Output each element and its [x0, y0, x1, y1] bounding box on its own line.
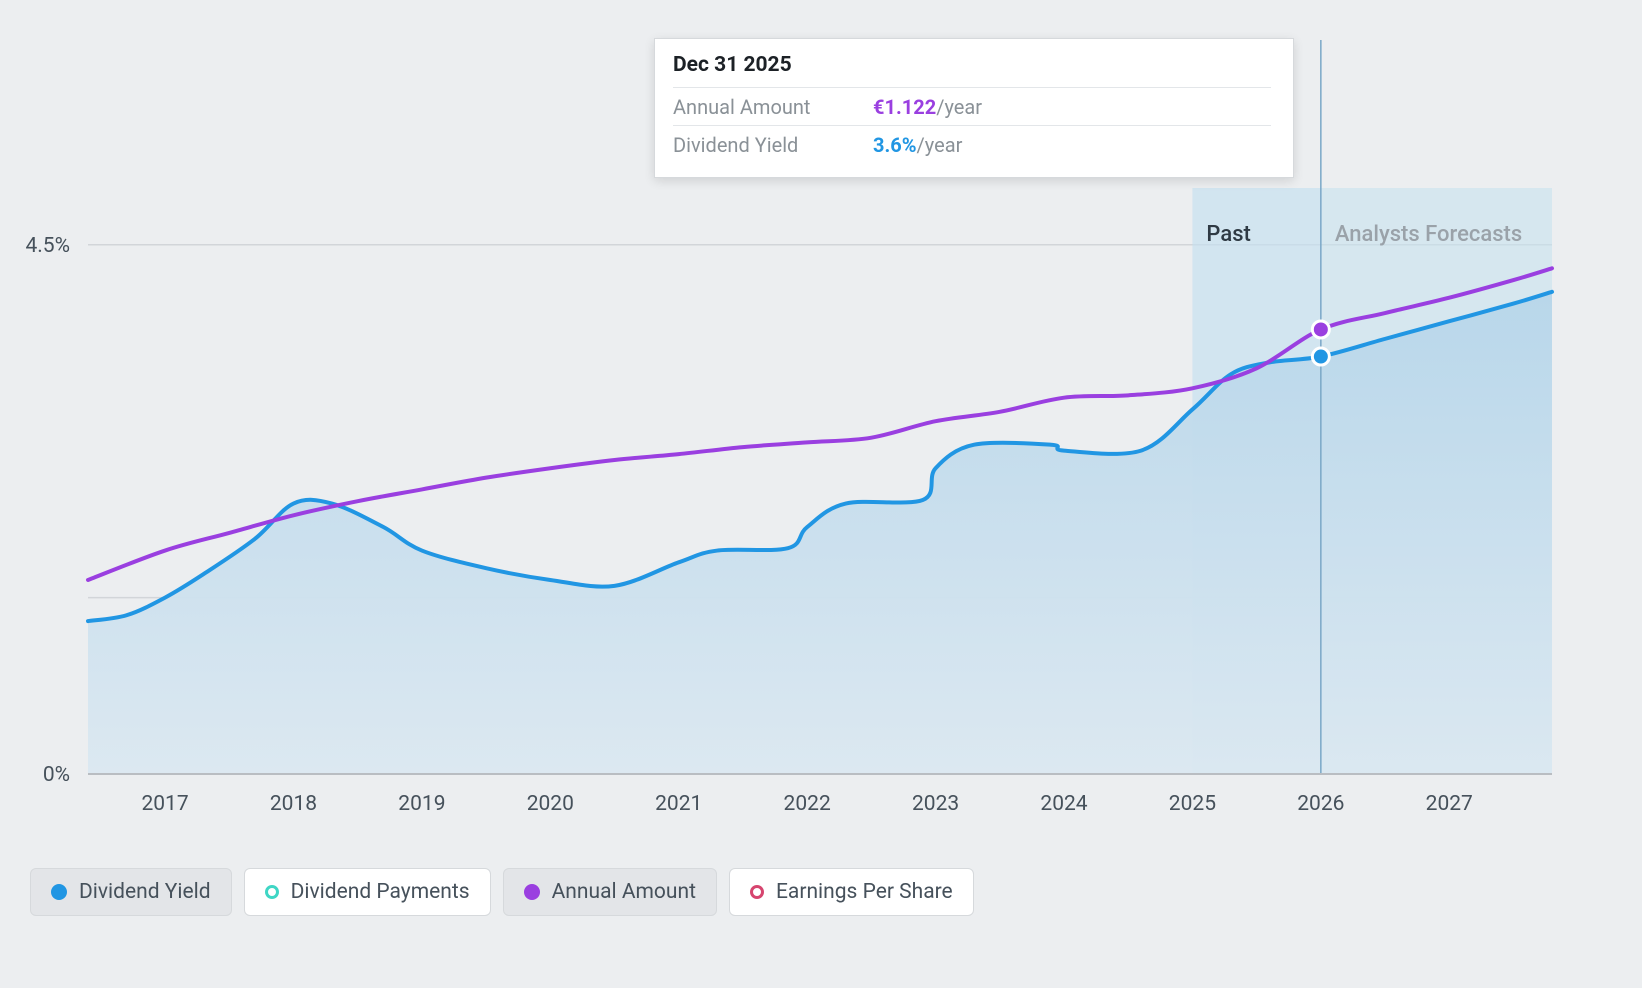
tooltip-row-label: Annual Amount	[673, 95, 873, 119]
svg-text:2023: 2023	[912, 792, 959, 816]
tooltip-row: Annual Amount€1.122/year	[673, 87, 1271, 125]
past-region-label: Past	[1206, 222, 1250, 247]
tooltip-title: Dec 31 2025	[673, 53, 1271, 87]
svg-text:2026: 2026	[1297, 792, 1344, 816]
legend-item-label: Dividend Payments	[291, 880, 470, 904]
legend-ring-icon	[750, 885, 764, 899]
legend-item-dividend_payments[interactable]: Dividend Payments	[244, 868, 491, 916]
legend-item-dividend_yield[interactable]: Dividend Yield	[30, 868, 232, 916]
svg-text:2020: 2020	[527, 792, 574, 816]
legend-item-annual_amount[interactable]: Annual Amount	[503, 868, 717, 916]
svg-text:2022: 2022	[784, 792, 831, 816]
chart-tooltip: Dec 31 2025 Annual Amount€1.122/yearDivi…	[654, 38, 1294, 178]
svg-text:2027: 2027	[1426, 792, 1473, 816]
legend-dot-icon	[524, 884, 540, 900]
svg-text:2024: 2024	[1040, 792, 1087, 816]
tooltip-row: Dividend Yield3.6%/year	[673, 125, 1271, 163]
legend-ring-icon	[265, 885, 279, 899]
tooltip-row-label: Dividend Yield	[673, 133, 873, 157]
svg-text:2019: 2019	[398, 792, 445, 816]
legend-item-label: Dividend Yield	[79, 880, 211, 904]
legend-item-eps[interactable]: Earnings Per Share	[729, 868, 974, 916]
legend-item-label: Annual Amount	[552, 880, 696, 904]
svg-text:0%: 0%	[43, 763, 70, 787]
svg-text:4.5%: 4.5%	[25, 234, 70, 258]
svg-text:2017: 2017	[141, 792, 188, 816]
svg-text:2021: 2021	[655, 792, 702, 816]
legend-item-label: Earnings Per Share	[776, 880, 953, 904]
dividend-chart: 0% 4.5% 2017 2018 2019 2020 2021 2022 2023 2024 20…	[0, 0, 1642, 988]
tooltip-row-value: 3.6%/year	[873, 133, 962, 157]
tooltip-row-value: €1.122/year	[873, 95, 982, 119]
chart-legend: Dividend Yield Dividend Payments Annual Am…	[30, 868, 974, 916]
svg-text:2018: 2018	[270, 792, 317, 816]
legend-dot-icon	[51, 884, 67, 900]
forecast-region-label: Analysts Forecasts	[1335, 222, 1522, 247]
svg-text:2025: 2025	[1169, 792, 1216, 816]
